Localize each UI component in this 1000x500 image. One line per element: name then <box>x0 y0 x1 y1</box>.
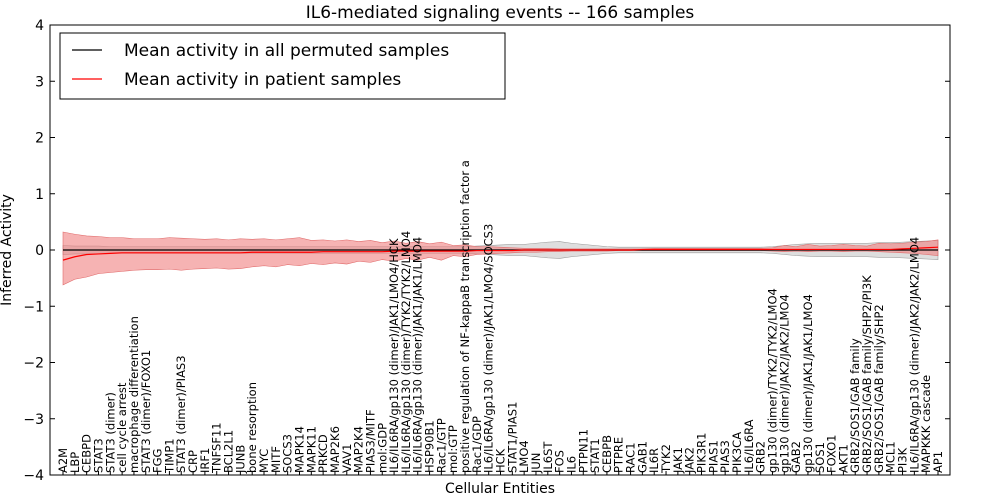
x-tick-label: gp130 (dimer)/JAK2/JAK2/LMO4 <box>777 294 791 473</box>
y-tick-label: −1 <box>23 299 44 315</box>
x-tick-label: MITF <box>269 446 283 473</box>
x-tick-label: PIK3CA <box>730 432 744 473</box>
x-tick-label: GAB2 <box>789 441 803 473</box>
legend-label-permuted: Mean activity in all permuted samples <box>124 41 449 61</box>
y-axis: 4 3 2 1 0 −1 −2 −3 −4 <box>23 18 950 484</box>
x-tick-label: PIAS1 <box>706 440 720 473</box>
x-tick-label: CRP <box>186 450 200 473</box>
x-tick-label: TNFSF11 <box>210 422 224 474</box>
x-tick-label: IL6/IL6RA <box>742 419 756 473</box>
y-tick-label: −3 <box>23 412 44 428</box>
x-tick-label: positive regulation of NF-kappaB transcr… <box>458 160 472 473</box>
x-tick-label: JAK1 <box>671 447 685 474</box>
x-tick-label: GRB2/SOS1/GAB family/SHP2/PI3K <box>860 275 874 473</box>
x-tick-label: GRB2/SOS1/GAB family <box>848 338 862 473</box>
x-axis-label: Cellular Entities <box>445 481 555 497</box>
x-tick-label: bone resorption <box>245 382 259 473</box>
x-tick-label: cell cycle arrest <box>115 382 129 473</box>
patient-mean-line <box>62 246 939 261</box>
x-tick-label: LBP <box>68 452 82 473</box>
patient-band <box>62 231 939 286</box>
legend-label-patient: Mean activity in patient samples <box>124 70 401 90</box>
x-tick-label: PTPRE <box>612 437 626 473</box>
x-tick-label: LMO4 <box>517 440 531 473</box>
y-tick-label: −2 <box>23 356 44 372</box>
x-tick-label: Rac1/GDP <box>470 416 484 473</box>
x-tick-label: PI3K <box>896 447 910 473</box>
x-tick-label: STAT3 (dimer) <box>103 392 117 473</box>
x-tick-label: IL6/IL6RA/gp130 (dimer)/TYK2/TYK2/LMO4 <box>399 231 413 473</box>
x-tick-label: MAPK11 <box>304 426 318 473</box>
x-tick-label: macrophage differentiation <box>127 316 141 473</box>
legend: Mean activity in all permuted samples Me… <box>59 32 506 100</box>
x-tick-label: JUNB <box>233 445 247 474</box>
x-tick-label: MAP2K4 <box>352 426 366 473</box>
x-tick-label: IRF1 <box>198 448 212 473</box>
x-tick-label: PRKCD <box>316 434 330 473</box>
x-tick-label: AP1 <box>931 451 945 473</box>
x-tick-label: gp130 (dimer)/TYK2/TYK2/LMO4 <box>765 288 779 473</box>
x-tick-label: MCL1 <box>884 441 898 473</box>
x-tick-label: STAT3 (dimer)/PIAS3 <box>174 355 188 473</box>
x-tick-label: IL6/IL6RA/gp130 (dimer)/JAK1/LMO4/SOCS3 <box>482 224 496 473</box>
x-tick-label: STAT3 (dimer)/FOXO1 <box>139 350 153 473</box>
x-tick-label: PIK3R1 <box>695 433 709 474</box>
y-tick-label: −4 <box>23 468 44 484</box>
x-tick-label: FGG <box>151 449 165 473</box>
x-tick-label: MAPK14 <box>292 426 306 473</box>
x-tick-label: MAP2K6 <box>328 426 342 473</box>
x-tick-label: Rac1/GTP <box>434 418 448 473</box>
x-tick-label: FOS <box>553 450 567 473</box>
x-tick-label: IL6/IL6RA/gp130 (dimer)/JAK1/LMO4/HCK <box>387 238 401 473</box>
x-tick-label: TIMP1 <box>162 438 176 474</box>
x-tick-label: SOCS3 <box>281 434 295 473</box>
x-tick-label: mol:GDP <box>375 423 389 473</box>
x-tick-label: STAT3 <box>91 438 105 473</box>
x-tick-label: GRB2 <box>754 441 768 473</box>
x-tick-label: IL6R <box>647 448 661 473</box>
x-tick-label: JUN <box>529 453 543 474</box>
x-tick-label: IL6/IL6RA/gp130 (dimer)/JAK2/JAK2/LMO4 <box>907 237 921 473</box>
x-tick-label: MAPKKK cascade <box>919 375 933 473</box>
x-tick-label: mol:GTP <box>446 425 460 473</box>
x-tick-label: STAT1/PIAS1 <box>505 402 519 473</box>
y-tick-label: 2 <box>35 131 44 147</box>
legend-box <box>59 32 506 100</box>
x-tick-label: JAK2 <box>683 447 697 474</box>
x-tick-label: gp130 (dimer)/JAK1/JAK1/LMO4 <box>801 294 815 473</box>
y-tick-label: 0 <box>35 243 44 259</box>
x-tick-label: GRB2/SOS1/GAB family/SHP2 <box>872 304 886 473</box>
chart-title: IL6-mediated signaling events -- 166 sam… <box>306 3 695 23</box>
x-tick-label: MYC <box>257 449 271 473</box>
x-tick-label: IL6 <box>564 456 578 473</box>
x-tick-label: HSP90B1 <box>423 420 437 473</box>
y-tick-label: 3 <box>35 74 44 90</box>
x-tick-label: IL6ST <box>541 441 555 473</box>
x-tick-label: PTPN11 <box>576 429 590 473</box>
x-tick-label: RAC1 <box>624 442 638 473</box>
x-tick-label: SOS1 <box>813 442 827 473</box>
x-tick-label: TYK2 <box>659 444 673 474</box>
x-tick-label: IL6/IL6RA/gp130 (dimer)/JAK1/JAK1/LMO4 <box>411 237 425 473</box>
x-tick-label: AKT1 <box>836 444 850 473</box>
x-tick-label: PIAS3/MITF <box>363 409 377 473</box>
x-tick-label: STAT1 <box>588 438 602 473</box>
x-tick-label: CEBPB <box>600 435 614 473</box>
x-tick-label: BCL2L1 <box>222 430 236 473</box>
x-tick-label: VAV1 <box>340 444 354 473</box>
x-tick-label: A2M <box>56 448 70 473</box>
x-tick-label: HCK <box>494 448 508 473</box>
y-axis-label: Inferred Activity <box>0 194 15 306</box>
y-tick-label: 1 <box>35 187 44 203</box>
y-tick-label: 4 <box>35 18 44 34</box>
x-tick-label: CEBPD <box>80 434 94 473</box>
x-tick-label: GAB1 <box>635 441 649 473</box>
x-tick-label: PIAS3 <box>718 440 732 473</box>
x-tick-label: FOXO1 <box>825 435 839 473</box>
